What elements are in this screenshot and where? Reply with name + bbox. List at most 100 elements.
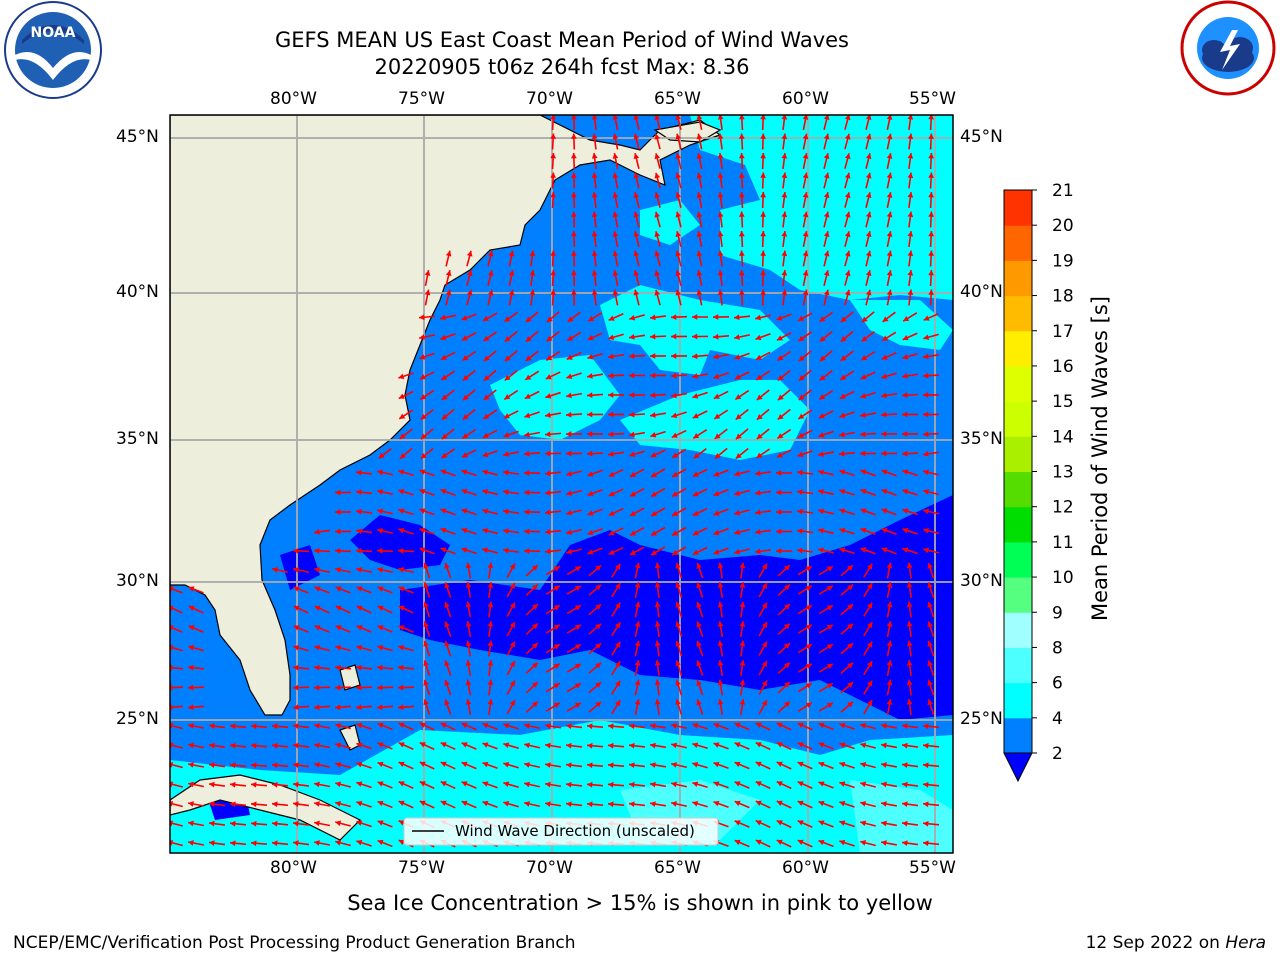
wind-wave-arrowhead	[654, 562, 661, 569]
wind-wave-arrowhead	[356, 567, 362, 573]
wind-wave-arrowhead	[784, 565, 790, 571]
wind-wave-arrowhead	[445, 270, 452, 277]
wind-wave-arrowhead	[717, 211, 724, 218]
wind-wave-arrowhead	[608, 510, 615, 516]
wind-wave-arrowhead	[465, 582, 472, 588]
wind-wave-arrow	[170, 821, 183, 827]
wind-wave-arrowhead	[293, 840, 299, 846]
wind-wave-arrowhead	[335, 625, 342, 631]
wind-wave-arrowhead	[612, 231, 619, 237]
wind-wave-arrowhead	[738, 192, 745, 198]
colorbar-tick-label: 13	[1052, 463, 1074, 483]
wind-wave-arrowhead	[398, 664, 404, 671]
wind-wave-arrowhead	[587, 471, 594, 477]
wind-wave-arrowhead	[927, 621, 933, 628]
wind-wave-arrowhead	[798, 335, 805, 342]
wind-wave-arrowhead	[444, 640, 450, 647]
wind-wave-arrowhead	[629, 549, 636, 555]
wind-wave-arrowhead	[776, 528, 782, 535]
wind-wave-arrowhead	[377, 800, 384, 807]
wind-wave-arrowhead	[419, 508, 426, 514]
wind-wave-arrowhead	[487, 289, 494, 296]
wind-wave-arrowhead	[419, 761, 426, 767]
wind-wave-arrowhead	[928, 211, 935, 217]
wind-wave-arrowhead	[886, 270, 893, 276]
wind-wave-arrowhead	[293, 762, 299, 768]
wind-wave-arrowhead	[886, 640, 893, 647]
wind-wave-arrowhead	[805, 605, 812, 611]
wind-wave-arrowhead	[927, 660, 933, 667]
wind-wave-arrowhead	[717, 640, 724, 647]
wind-wave-arrowhead	[444, 601, 450, 608]
lat-tick-left: 45°N	[116, 127, 159, 147]
wind-wave-arrowhead	[696, 562, 702, 569]
wind-wave-arrowhead	[293, 644, 300, 651]
wind-wave-arrowhead	[776, 839, 783, 845]
wind-wave-arrowhead	[293, 820, 299, 827]
wind-wave-arrowhead	[441, 374, 448, 380]
wind-wave-arrowhead	[566, 450, 572, 457]
wind-wave-arrowhead	[461, 488, 468, 495]
wind-wave-arrowhead	[587, 392, 593, 399]
wind-wave-arrowhead	[504, 394, 511, 400]
colorbar-tick-label: 9	[1052, 603, 1063, 623]
wind-wave-arrowhead	[487, 270, 494, 277]
wind-wave-arrowhead	[675, 562, 681, 569]
wind-wave-arrowhead	[902, 431, 908, 437]
wind-wave-arrowhead	[881, 392, 887, 399]
wind-wave-arrowhead	[696, 115, 703, 120]
wind-wave-arrowhead	[755, 470, 761, 477]
colorbar-segment	[1004, 401, 1032, 437]
wind-wave-arrowhead	[529, 250, 536, 257]
wind-wave-arrowhead	[802, 270, 809, 276]
wind-wave-arrowhead	[865, 153, 872, 160]
wind-wave-arrowhead	[839, 527, 846, 534]
wind-wave-arrowhead	[566, 373, 573, 380]
wind-wave-arrowhead	[928, 192, 935, 198]
wind-wave-arrowhead	[907, 153, 914, 159]
wind-wave-arrowhead	[860, 374, 867, 380]
wind-wave-arrowhead	[356, 664, 362, 671]
wind-wave-arrowhead	[714, 453, 721, 459]
wind-wave-arrowhead	[776, 781, 783, 787]
wind-wave-arrowhead	[608, 451, 614, 457]
wind-wave-arrowhead	[545, 548, 551, 555]
wind-wave-arrowhead	[650, 412, 656, 418]
wind-wave-arrowhead	[356, 547, 362, 554]
wind-wave-arrowhead	[587, 490, 594, 497]
wind-wave-arrowhead	[696, 211, 703, 218]
wind-wave-arrowhead	[805, 585, 812, 592]
wind-wave-arrowhead	[675, 289, 682, 296]
wind-wave-arrowhead	[444, 660, 450, 667]
wind-wave-arrowhead	[462, 413, 469, 420]
wind-wave-arrowhead	[902, 354, 909, 360]
wind-wave-arrowhead	[595, 584, 602, 591]
wind-wave-arrowhead	[760, 211, 766, 217]
wind-wave-arrowhead	[692, 722, 699, 729]
wind-wave-arrowhead	[866, 602, 873, 609]
wind-wave-arrowhead	[739, 601, 746, 608]
wind-wave-arrowhead	[739, 640, 746, 647]
wind-wave-arrowhead	[188, 625, 195, 631]
wind-wave-arrowhead	[798, 355, 805, 362]
lon-tick-bottom: 75°W	[398, 858, 445, 878]
wind-wave-arrowhead	[482, 451, 489, 458]
wind-wave-arrowhead	[293, 586, 300, 592]
wind-wave-arrowhead	[717, 582, 724, 588]
wind-wave-arrowhead	[377, 567, 383, 573]
wind-wave-arrowhead	[398, 781, 405, 787]
wind-wave-arrowhead	[840, 355, 847, 361]
wind-wave-arrowhead	[881, 742, 887, 749]
wind-wave-arrowhead	[717, 270, 724, 276]
wind-wave-arrowhead	[734, 529, 741, 535]
wind-wave-arrowhead	[377, 704, 383, 711]
colorbar-tick-label: 8	[1052, 638, 1063, 658]
wind-wave-arrowhead	[860, 840, 867, 846]
wind-wave-arrowhead	[714, 433, 721, 439]
wind-wave-arrowhead	[595, 604, 602, 610]
wind-wave-arrowhead	[483, 394, 490, 400]
wind-wave-arrowhead	[693, 433, 700, 439]
wind-wave-arrowhead	[314, 684, 320, 691]
wind-wave-arrowhead	[633, 172, 640, 179]
wind-wave-arrowhead	[860, 762, 867, 768]
